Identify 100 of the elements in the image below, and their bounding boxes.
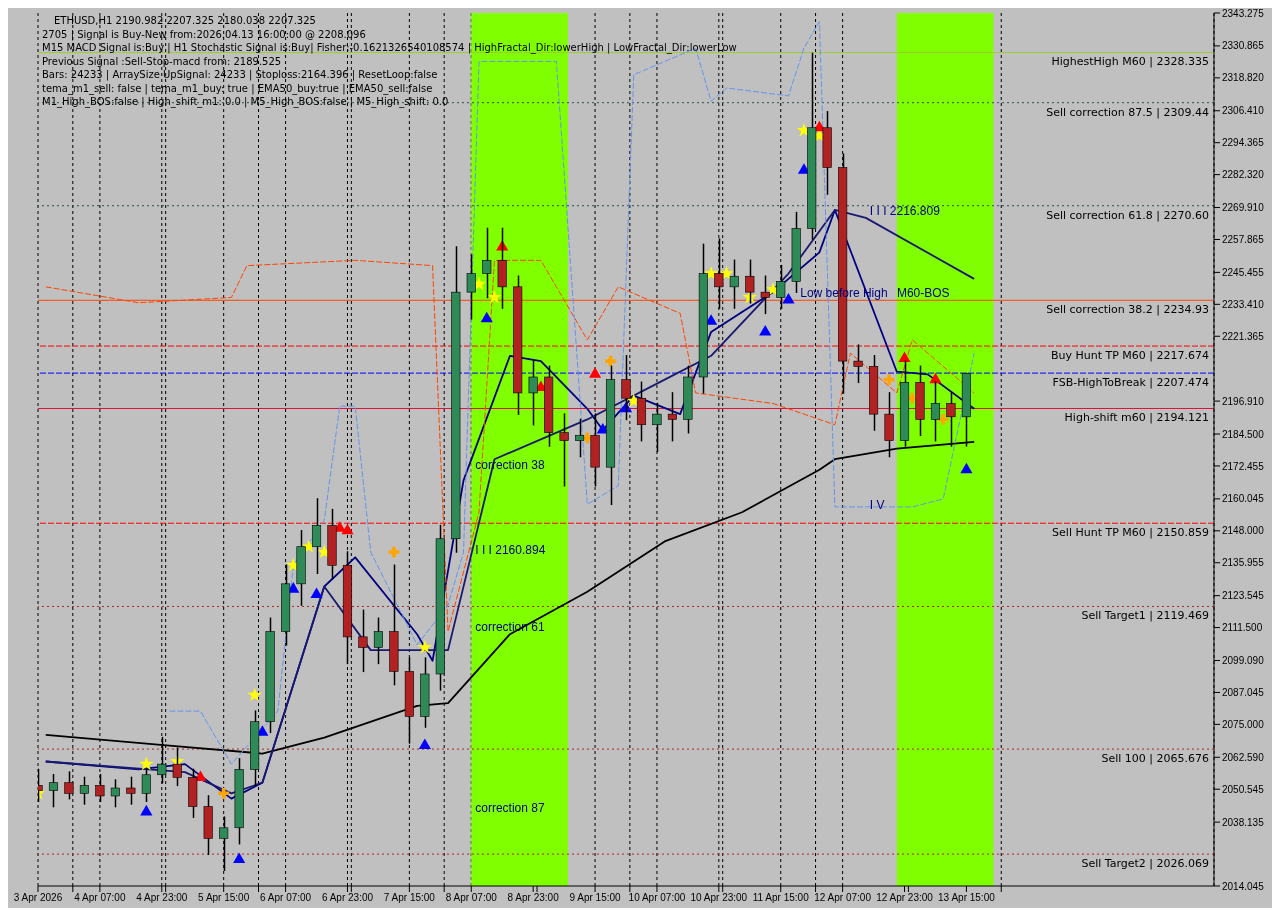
point xyxy=(759,324,772,336)
annotation: I V xyxy=(869,498,885,513)
x-tick-label: 3 Apr 2026 xyxy=(13,892,63,904)
point xyxy=(139,756,154,771)
point xyxy=(140,804,153,816)
y-tick-label: 2294.365 xyxy=(1222,137,1265,149)
point xyxy=(480,311,493,323)
y-tick-label: 2111.500 xyxy=(1222,622,1263,634)
point xyxy=(588,367,602,378)
ref-line-label: Buy Hunt TP M60 | 2217.674 xyxy=(1050,348,1209,362)
candlestick xyxy=(528,360,538,426)
y-tick-label: 2160.045 xyxy=(1222,493,1265,505)
ref-line-label: HighestHigh M60 | 2328.335 xyxy=(1051,55,1209,69)
candlestick xyxy=(729,259,739,309)
ref-line-label: Sell Target1 | 2119.469 xyxy=(1081,609,1209,623)
point xyxy=(418,738,431,750)
point xyxy=(929,372,942,384)
annotation: tema_m1_sell: false | tema_m1_buy: true | EMA50_buy:true | EMA50_sell:false xyxy=(42,81,434,95)
x-tick-label: 10 Apr 07:00 xyxy=(628,892,686,904)
point xyxy=(898,351,911,362)
y-tick-label: 2184.500 xyxy=(1222,428,1265,440)
candlestick xyxy=(311,498,322,574)
y-tick-label: 2318.820 xyxy=(1222,72,1265,84)
ref-line-label: High-shift m60 | 2194.121 xyxy=(1064,411,1209,425)
y-tick-label: 2282.320 xyxy=(1222,169,1265,181)
annotation: Previous Signal :Sell-Stop-macd from: 2189.525 xyxy=(42,54,283,68)
point xyxy=(703,266,719,280)
y-tick-label: 2257.865 xyxy=(1222,234,1265,246)
candlestick xyxy=(126,776,136,805)
y-tick-label: 2221.365 xyxy=(1222,330,1265,342)
ref-line-label: Sell correction 61.8 | 2270.60 xyxy=(1046,208,1209,222)
candlestick xyxy=(141,768,151,803)
point xyxy=(487,289,502,304)
annotation: M1_High_BOS:false | High_shift_m1: 0.0 | M5_High_BOS:false | M5_High_shift: 0.0 xyxy=(42,95,450,109)
y-tick-label: 2075.000 xyxy=(1222,718,1265,730)
y-tick-label: 2087.045 xyxy=(1222,686,1265,698)
y-tick-label: 2123.545 xyxy=(1222,590,1265,602)
x-tick-label: 11 Apr 15:00 xyxy=(752,892,810,904)
x-tick-label: 7 Apr 15:00 xyxy=(383,892,436,904)
annotation: 2705 | Signal is Buy-New from:2026.04.13 16:00:00 @ 2208.096 xyxy=(42,27,367,41)
ref-line-label: FSB-HighToBreak | 2207.474 xyxy=(1052,375,1209,389)
y-tick-label: 2062.590 xyxy=(1222,751,1265,763)
x-tick-label: 13 Apr 15:00 xyxy=(938,892,996,904)
ref-line-label: Sell Hunt TP M60 | 2150.859 xyxy=(1052,526,1209,540)
y-tick-label: 2233.410 xyxy=(1222,298,1265,310)
x-tick-label: 10 Apr 23:00 xyxy=(690,892,748,904)
annotation: correction 87 xyxy=(475,800,545,815)
x-tick-label: 4 Apr 23:00 xyxy=(136,892,188,904)
point xyxy=(233,852,246,864)
point xyxy=(417,639,433,654)
x-tick-label: 12 Apr 23:00 xyxy=(876,892,934,904)
candlestick xyxy=(48,774,59,808)
ref-line-label: Sell correction 38.2 | 2234.93 xyxy=(1046,303,1209,317)
chart-title: ETHUSD,H1 2190.982 2207.325 2180.038 2207.325 xyxy=(53,14,317,28)
ref-line-label: Sell correction 87.5 | 2309.44 xyxy=(1046,105,1209,119)
point xyxy=(605,355,616,367)
point xyxy=(937,414,949,425)
candlestick xyxy=(482,227,492,299)
y-tick-label: 2196.910 xyxy=(1222,395,1265,407)
candlestick xyxy=(466,254,476,320)
y-tick-label: 2014.045 xyxy=(1222,880,1265,892)
y-tick-label: 2050.545 xyxy=(1222,783,1265,795)
candlestick xyxy=(559,413,569,487)
x-tick-label: 8 Apr 07:00 xyxy=(445,892,498,904)
x-tick-label: 4 Apr 07:00 xyxy=(74,892,126,904)
candlestick xyxy=(358,609,368,673)
point xyxy=(310,587,323,598)
candlestick xyxy=(110,779,120,808)
point xyxy=(782,293,795,304)
point xyxy=(388,546,400,558)
point xyxy=(883,374,895,386)
y-tick-label: 2269.910 xyxy=(1222,202,1265,214)
x-tick-label: 5 Apr 15:00 xyxy=(198,892,250,904)
candlestick xyxy=(373,617,383,665)
candlestick xyxy=(853,344,863,384)
x-tick-label: 12 Apr 07:00 xyxy=(814,892,872,904)
ref-line-label: Sell 100 | 2065.676 xyxy=(1101,751,1209,765)
point xyxy=(247,687,262,702)
annotation: M60-BOS xyxy=(896,286,950,301)
candlestick xyxy=(760,275,770,315)
y-tick-label: 2245.455 xyxy=(1222,266,1265,278)
x-tick-label: 6 Apr 07:00 xyxy=(260,892,312,904)
annotation: Bars: 24233 | ArraySize UpSignal: 24233 | Stoploss:2164.396 | ResetLoop:false xyxy=(42,68,439,82)
candlestick xyxy=(667,392,677,442)
ref-line-label: Sell Target2 | 2026.069 xyxy=(1081,856,1209,870)
x-tick-label: 6 Apr 23:00 xyxy=(321,892,374,904)
point xyxy=(960,462,973,474)
y-tick-label: 2343.275 xyxy=(1222,7,1265,19)
y-tick-label: 2038.135 xyxy=(1222,816,1265,828)
point xyxy=(341,523,354,535)
candlestick xyxy=(79,776,89,805)
y-tick-label: 2172.455 xyxy=(1222,460,1265,472)
candlestick xyxy=(575,418,585,458)
x-tick-label: 9 Apr 15:00 xyxy=(569,892,622,904)
x-tick-label: 8 Apr 23:00 xyxy=(507,892,560,904)
annotation: I I I 2160.894 xyxy=(475,543,546,558)
y-tick-label: 2099.090 xyxy=(1222,655,1265,667)
y-tick-label: 2135.955 xyxy=(1222,557,1265,569)
y-tick-label: 2306.410 xyxy=(1222,105,1265,117)
y-tick-label: 2148.000 xyxy=(1222,525,1265,537)
